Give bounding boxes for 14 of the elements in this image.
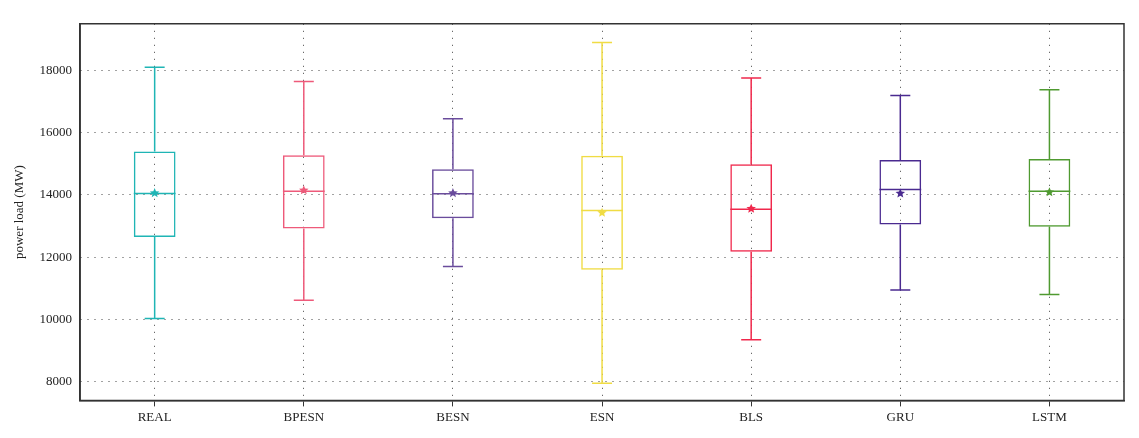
y-tick-label: 8000 (46, 373, 73, 389)
x-tick-label: GRU (886, 408, 915, 424)
y-tick-label: 10000 (39, 310, 73, 326)
x-tick-label: BLS (739, 408, 764, 424)
x-tick-label: LSTM (1032, 408, 1068, 424)
y-tick-label: 14000 (39, 186, 73, 202)
x-tick-label: BPESN (283, 408, 325, 424)
y-axis-title: power load (MW) (11, 165, 27, 260)
x-tick-label: BESN (436, 408, 471, 424)
x-tick-label: REAL (137, 408, 172, 424)
y-tick-label: 18000 (39, 61, 73, 77)
y-tick-label: 12000 (39, 248, 73, 264)
y-tick-label: 16000 (39, 124, 73, 140)
x-tick-label: ESN (589, 408, 615, 424)
